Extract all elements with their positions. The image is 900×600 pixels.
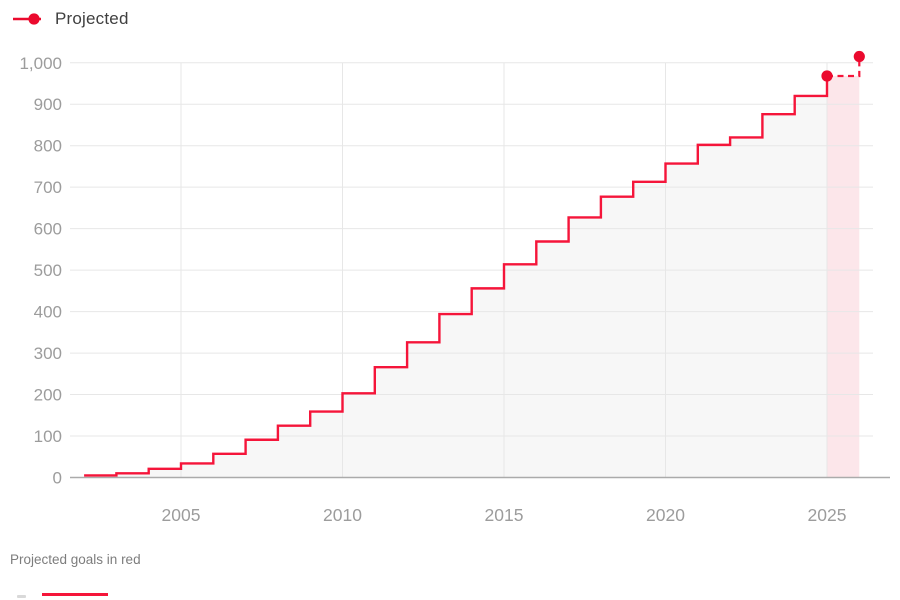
svg-text:2005: 2005 — [162, 505, 201, 525]
chart-caption: Projected goals in red — [10, 552, 141, 567]
svg-text:1,000: 1,000 — [19, 54, 62, 73]
svg-text:600: 600 — [34, 220, 62, 239]
legend: Projected — [12, 9, 129, 29]
svg-text:400: 400 — [34, 303, 62, 322]
svg-text:2015: 2015 — [485, 505, 524, 525]
legend-projected-marker-icon — [13, 13, 41, 25]
svg-text:800: 800 — [34, 137, 62, 156]
goals-step-chart: 0 100 200 300 400 500 600 700 800 900 1,000 2005 201… — [19, 50, 890, 525]
svg-text:2020: 2020 — [646, 505, 685, 525]
svg-text:300: 300 — [34, 344, 62, 363]
svg-text:2010: 2010 — [323, 505, 362, 525]
svg-text:900: 900 — [34, 95, 62, 114]
legend-label: Projected — [55, 9, 129, 28]
cropped-legend-tick — [17, 595, 26, 598]
cropped-legend-swatch — [42, 593, 108, 596]
svg-text:0: 0 — [53, 469, 62, 488]
svg-text:500: 500 — [34, 261, 62, 280]
svg-text:2025: 2025 — [808, 505, 847, 525]
svg-text:700: 700 — [34, 178, 62, 197]
svg-text:200: 200 — [34, 386, 62, 405]
svg-text:100: 100 — [34, 427, 62, 446]
